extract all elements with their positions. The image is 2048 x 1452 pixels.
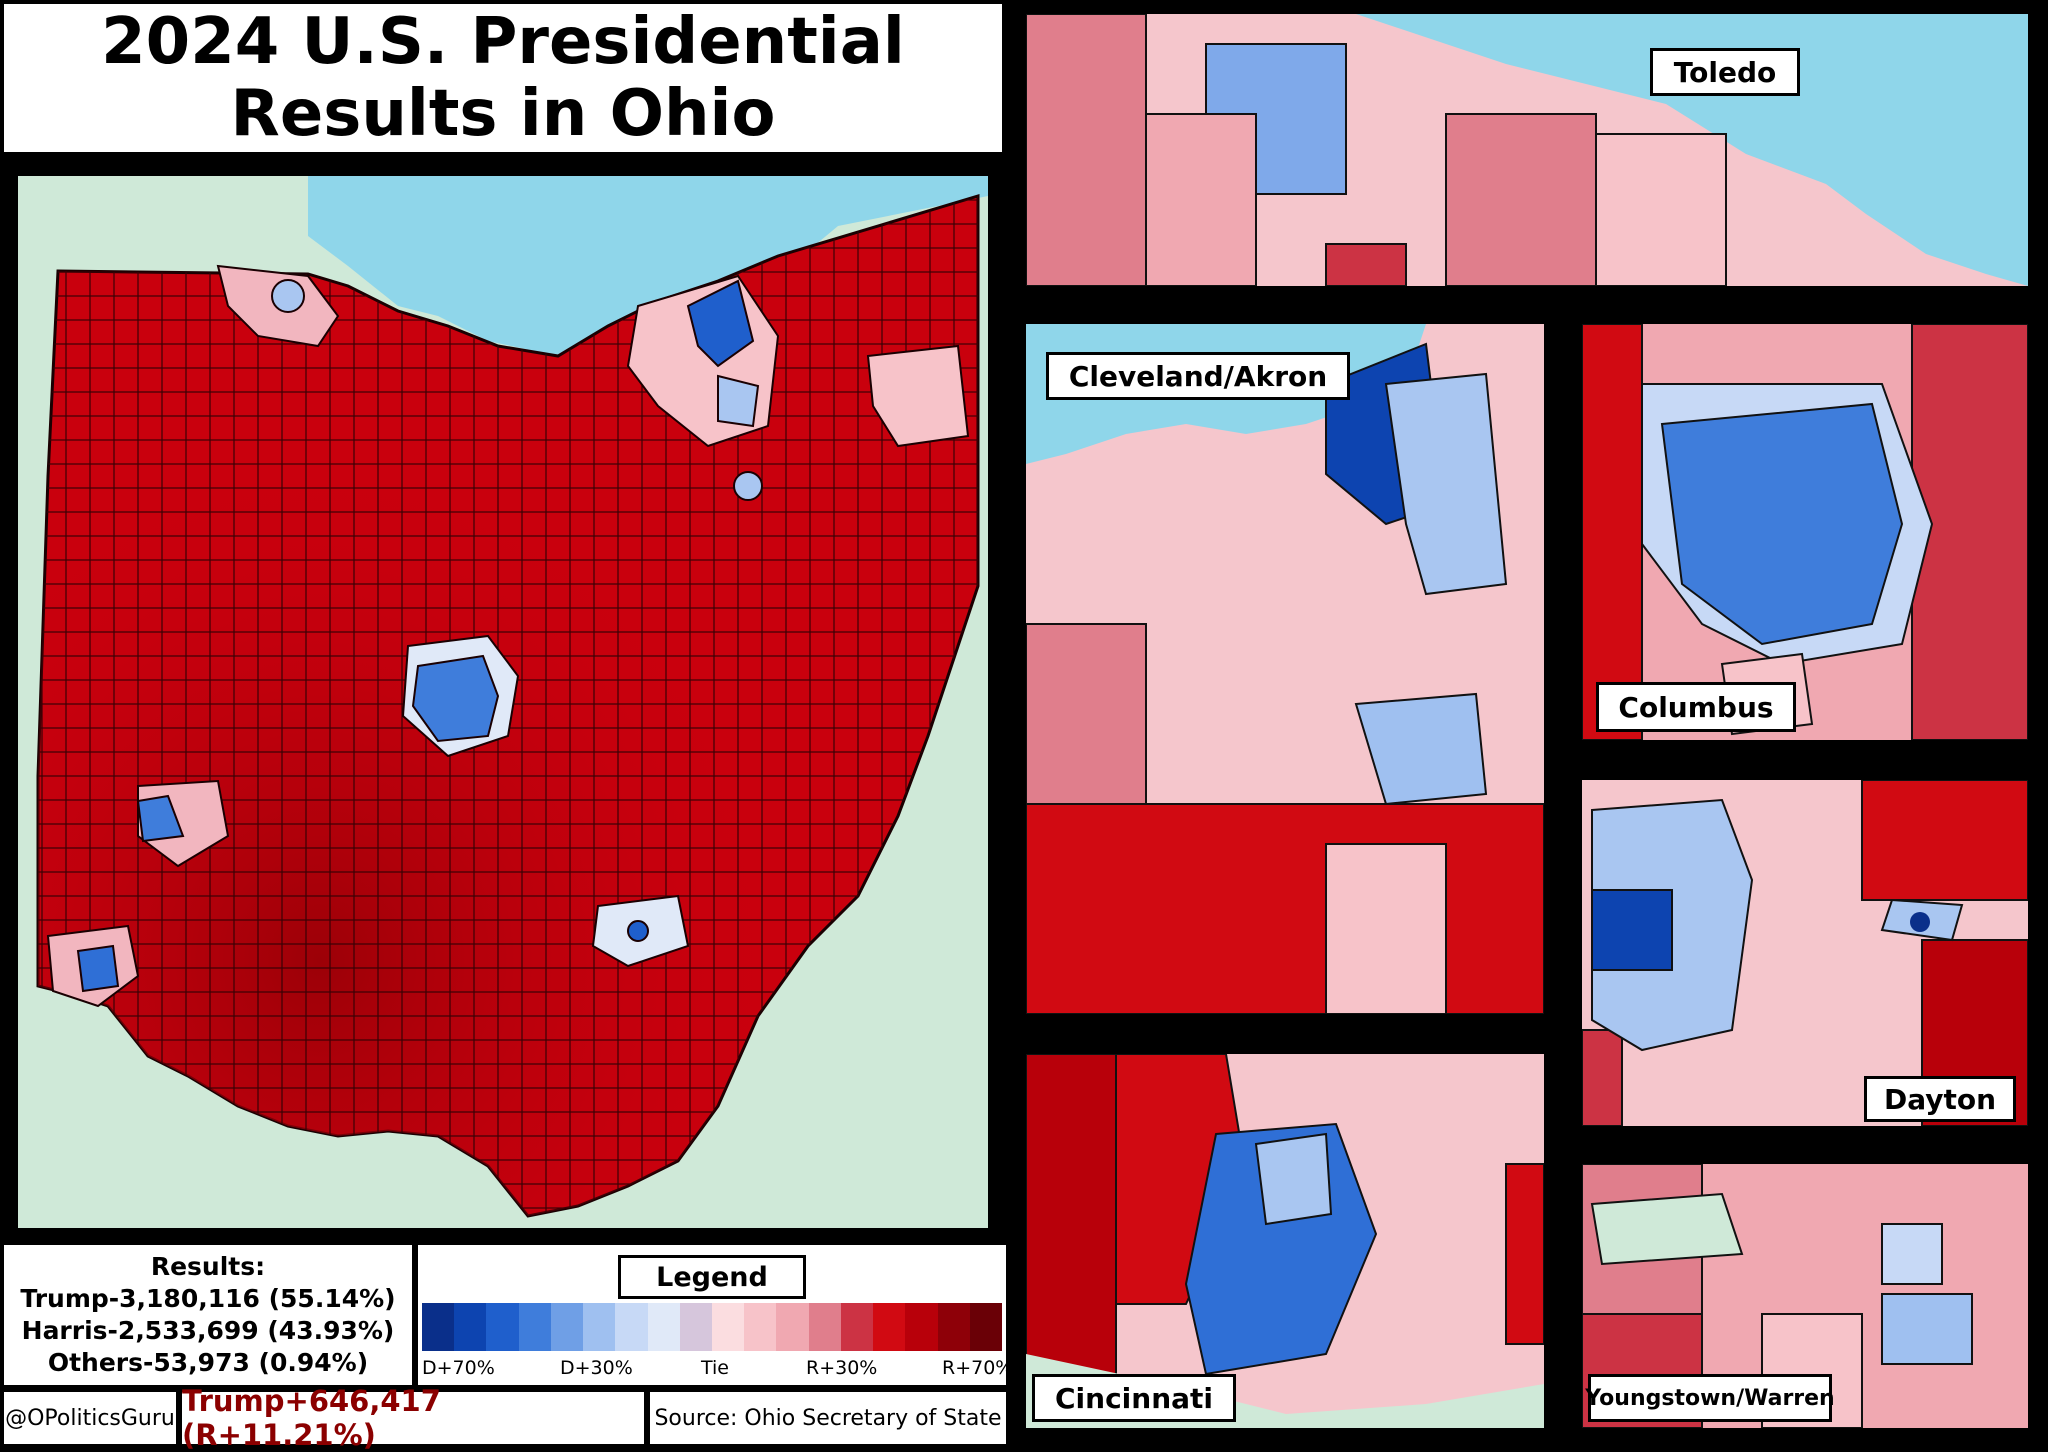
results-harris: Harris-2,533,699 (43.93%) [21, 1316, 395, 1345]
inset-label-cleveland: Cleveland/Akron [1046, 352, 1350, 400]
source-note: Source: Ohio Secretary of State [650, 1392, 1006, 1444]
inset-toledo: Toledo [1026, 14, 2028, 286]
inset-cleveland: Cleveland/Akron [1026, 324, 1544, 1014]
legend-title: Legend [618, 1255, 806, 1299]
ohio-map-svg [36, 176, 988, 1218]
results-trump: Trump-3,180,116 (55.14%) [20, 1284, 396, 1313]
title-box: 2024 U.S. Presidential Results in Ohio [4, 4, 1002, 152]
legend-swatch [937, 1303, 970, 1351]
results-others: Others-53,973 (0.94%) [47, 1348, 369, 1377]
cleveland-area [626, 274, 780, 501]
legend-swatch [873, 1303, 906, 1351]
legend-swatch [905, 1303, 938, 1351]
legend-tick-r30: R+30% [806, 1357, 878, 1379]
legend-swatches [422, 1303, 1002, 1351]
legend-tick-d70: D+70% [422, 1357, 495, 1379]
legend-swatch [422, 1303, 455, 1351]
lake-erie [308, 176, 988, 356]
legend-ticks: D+70% D+30% Tie R+30% R+70% [422, 1357, 1013, 1381]
inset-dayton: Dayton [1582, 780, 2028, 1126]
legend-swatch [583, 1303, 616, 1351]
legend-swatch [615, 1303, 648, 1351]
inset-columbus-svg [1582, 324, 2028, 740]
results-box: Results: Trump-3,180,116 (55.14%) Harris… [4, 1245, 412, 1385]
inset-youngstown: Youngstown/Warren [1582, 1164, 2028, 1428]
inset-columbus: Columbus [1582, 324, 2028, 740]
inset-label-toledo: Toledo [1650, 48, 1800, 96]
legend-swatch [454, 1303, 487, 1351]
inset-cincinnati-svg [1026, 1054, 1544, 1428]
legend-swatch [647, 1303, 680, 1351]
legend-tick-d30: D+30% [560, 1357, 633, 1379]
legend-swatch [776, 1303, 809, 1351]
legend-swatch [486, 1303, 519, 1351]
youngstown-area [866, 344, 970, 448]
dayton-area [136, 779, 230, 868]
columbus-area [401, 634, 520, 758]
credit-handle: @OPoliticsGuru [4, 1392, 176, 1444]
map-title-line2: Results in Ohio [230, 77, 776, 151]
legend-swatch [550, 1303, 584, 1351]
legend-swatch [744, 1303, 777, 1351]
results-heading: Results: [150, 1252, 266, 1281]
inset-dayton-svg [1582, 780, 2028, 1126]
ohio-map [18, 176, 988, 1228]
inset-label-youngstown: Youngstown/Warren [1585, 1374, 1835, 1422]
inset-cincinnati: Cincinnati [1026, 1054, 1544, 1428]
inset-label-columbus: Columbus [1596, 682, 1796, 732]
statewide-margin: Trump+646,417 (R+11.21%) [182, 1384, 644, 1452]
legend-box: Legend D+70% D+30% Tie R+30% R+70% [418, 1245, 1013, 1385]
toledo-area [216, 264, 340, 348]
legend-swatch [840, 1303, 874, 1351]
athens-area [591, 894, 690, 968]
legend-tick-tie: Tie [701, 1357, 729, 1379]
inset-label-cincinnati: Cincinnati [1032, 1374, 1236, 1422]
inset-label-dayton: Dayton [1864, 1076, 2016, 1122]
legend-tick-r70: R+70% [942, 1357, 1014, 1379]
inset-cleveland-svg [1026, 324, 1544, 1014]
legend-swatch [711, 1303, 745, 1351]
cincinnati-area [46, 924, 140, 1008]
legend-swatch [808, 1303, 841, 1351]
legend-swatch [679, 1303, 712, 1351]
map-title-line1: 2024 U.S. Presidential [101, 5, 905, 79]
inset-toledo-svg [1026, 14, 2028, 286]
legend-swatch [518, 1303, 551, 1351]
legend-swatch [969, 1303, 1002, 1351]
